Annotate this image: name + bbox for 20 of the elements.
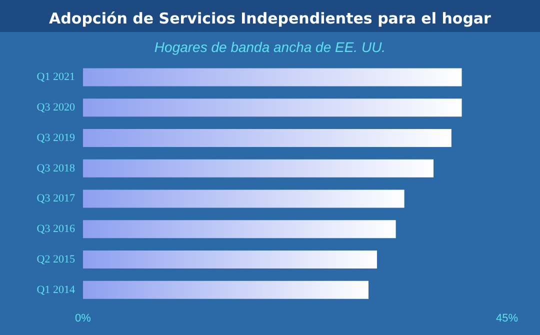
bar xyxy=(83,220,396,238)
x-tick-label: 45% xyxy=(496,312,518,324)
bar xyxy=(83,98,462,117)
bar xyxy=(83,68,462,86)
chart-subtitle: Hogares de banda ancha de EE. UU. xyxy=(154,39,386,55)
bar xyxy=(83,250,377,268)
y-tick-label: Q3 2016 xyxy=(36,223,76,236)
bar xyxy=(83,128,452,147)
y-tick-label: Q3 2019 xyxy=(36,132,76,144)
x-tick-label: 0% xyxy=(75,312,92,324)
bar xyxy=(83,280,368,299)
bar xyxy=(83,190,404,208)
y-tick-label: Q2 2015 xyxy=(36,253,76,266)
y-tick-label: Q3 2017 xyxy=(36,192,76,205)
y-tick-label: Q3 2020 xyxy=(36,102,76,114)
chart-title: Adopción de Servicios Independientes para el hogar xyxy=(49,10,492,28)
y-tick-label: Q3 2018 xyxy=(36,162,76,174)
y-tick-label: Q1 2014 xyxy=(36,284,76,296)
bar xyxy=(83,159,434,178)
y-tick-label: Q1 2021 xyxy=(36,71,75,84)
